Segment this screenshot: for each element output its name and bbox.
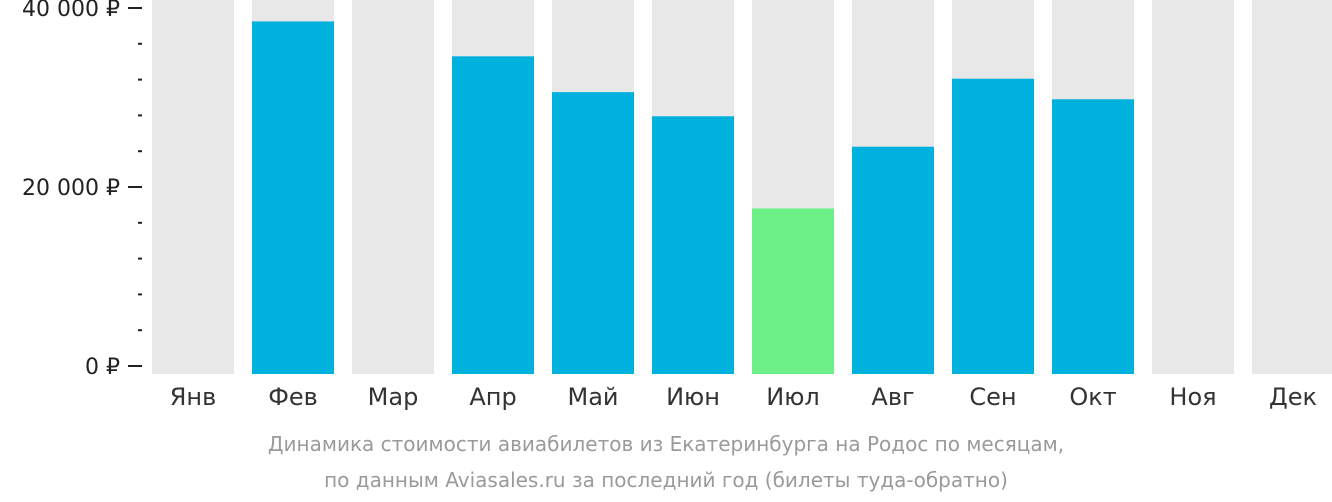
bar-4[interactable] (452, 56, 534, 374)
bar-6[interactable] (652, 116, 734, 375)
y-tick-label: 0 ₽ (85, 355, 120, 380)
y-tick-label: 40 000 ₽ (22, 0, 120, 22)
x-tick-label: Июл (766, 383, 820, 411)
x-tick-label: Фев (268, 383, 318, 411)
background-column-12 (1252, 0, 1332, 374)
bar-2[interactable] (252, 21, 334, 375)
x-tick-label: Ноя (1169, 383, 1216, 411)
bars (252, 21, 1134, 375)
background-column-11 (1152, 0, 1234, 374)
x-tick-label: Апр (469, 383, 516, 411)
x-tick-label: Мар (368, 383, 419, 411)
x-tick-label: Дек (1269, 383, 1317, 411)
y-tick-label: 20 000 ₽ (22, 176, 120, 201)
x-tick-label: Июн (666, 383, 720, 411)
bar-9[interactable] (952, 78, 1034, 374)
x-tick-label: Авг (871, 383, 914, 411)
background-column-1 (152, 0, 234, 374)
caption-line-2: по данным Aviasales.ru за последний год … (324, 468, 1008, 492)
background-column-3 (352, 0, 434, 374)
x-tick-label: Янв (170, 383, 217, 411)
y-axis: 0 ₽ 20 000 ₽ 40 000 ₽ (22, 0, 142, 380)
x-axis: Янв Фев Мар Апр Май Июн Июл Авг Сен Окт Ноя Дек (170, 383, 1317, 411)
x-tick-label: Сен (969, 383, 1016, 411)
bar-5[interactable] (552, 92, 634, 374)
x-tick-label: Окт (1069, 383, 1116, 411)
caption-line-1: Динамика стоимости авиабилетов из Екатер… (267, 432, 1065, 456)
bar-10[interactable] (1052, 99, 1134, 374)
bar-7[interactable] (752, 208, 834, 374)
x-tick-label: Май (567, 383, 618, 411)
bar-8[interactable] (852, 146, 934, 374)
